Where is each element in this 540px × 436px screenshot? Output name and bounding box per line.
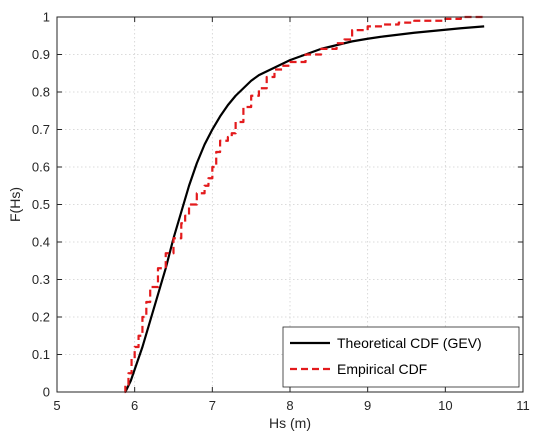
series-line-empirical	[124, 15, 485, 394]
x-tick-label: 8	[286, 398, 293, 413]
y-tick-label: 1	[43, 10, 50, 25]
x-tick-label: 11	[516, 398, 530, 413]
y-tick-label: 0.3	[32, 272, 50, 287]
y-tick-label: 0.4	[32, 235, 50, 250]
x-axis-label: Hs (m)	[269, 415, 311, 431]
y-tick-label: 0.9	[32, 47, 50, 62]
y-tick-label: 0.7	[32, 122, 50, 137]
legend-label-empirical: Empirical CDF	[337, 361, 427, 377]
x-tick-label: 6	[131, 398, 138, 413]
x-tick-label: 10	[438, 398, 452, 413]
y-tick-label: 0.5	[32, 197, 50, 212]
y-tick-label: 0.1	[32, 347, 50, 362]
legend-box	[282, 326, 520, 388]
y-tick-label: 0.8	[32, 85, 50, 100]
y-axis-label: F(Hs)	[7, 187, 23, 222]
x-tick-label: 9	[364, 398, 371, 413]
y-tick-label: 0.6	[32, 160, 50, 175]
ticks: 5 6 7 8 9 10 11 0 0.1 0.2 0.3 0.4 0.5 0.6 0.7 0.8 0.9 1	[32, 10, 530, 414]
y-tick-label: 0	[43, 385, 50, 400]
x-tick-label: 7	[209, 398, 216, 413]
series-lines	[124, 15, 485, 394]
x-tick-label: 5	[53, 398, 60, 413]
y-tick-label: 0.2	[32, 310, 50, 325]
legend-label-theoretical: Theoretical CDF (GEV)	[337, 335, 482, 351]
legend: Theoretical CDF (GEV) Empirical CDF	[282, 326, 520, 388]
series-line-theoretical	[124, 25, 485, 393]
